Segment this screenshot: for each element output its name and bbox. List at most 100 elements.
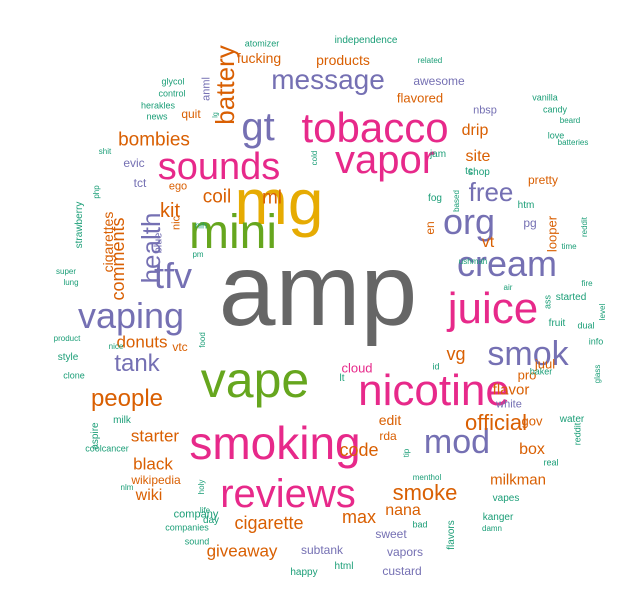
word-coolcancer: coolcancer <box>85 443 129 454</box>
word-gt: gt <box>241 105 275 149</box>
word-custard: custard <box>382 564 422 578</box>
word-level: level <box>598 303 607 321</box>
word-wikipedia: wikipedia <box>131 473 181 487</box>
word-quit: quit <box>181 107 201 121</box>
word-vtc: vtc <box>172 340 188 354</box>
word-mg: mg <box>234 166 324 238</box>
word-reviews: reviews <box>220 472 356 516</box>
word-tobacco: tobacco <box>301 104 449 151</box>
word-smok: smok <box>487 335 569 373</box>
word-real: real <box>543 457 559 468</box>
word-nana: nana <box>385 502 421 519</box>
word-atomizer: atomizer <box>244 38 280 49</box>
word-company: company <box>173 508 219 521</box>
word-cloud: cloud <box>341 360 373 376</box>
word-lg: lg <box>212 112 220 118</box>
word-fire: fire <box>581 279 593 288</box>
word-products: products <box>316 52 370 68</box>
word-mini: mini <box>188 206 278 259</box>
word-blue: blue <box>152 232 165 254</box>
word-air: air <box>503 283 513 292</box>
word-giveaway: giveaway <box>206 541 278 561</box>
word-sound: sound <box>184 536 210 547</box>
word-id: id <box>432 361 440 372</box>
word-damn: damn <box>481 524 503 533</box>
word-candy: candy <box>542 104 568 115</box>
word-html: html <box>334 561 354 572</box>
word-smoking: smoking <box>189 417 361 469</box>
word-amp: amp <box>218 233 418 347</box>
word-clone: clone <box>63 370 85 381</box>
word-code: code <box>339 440 379 460</box>
word-bombies: bombies <box>118 129 190 151</box>
word-ml: ml <box>261 187 283 209</box>
word-fucking: fucking <box>236 50 282 66</box>
word-juul: juul <box>534 356 556 372</box>
word-started: started <box>555 292 587 303</box>
word-control: control <box>158 88 186 99</box>
word-independence: independence <box>334 35 398 46</box>
word-fruit: fruit <box>548 318 566 329</box>
word-cigarette: cigarette <box>234 513 304 533</box>
word-super: super <box>55 267 77 276</box>
word-fog: fog <box>428 193 442 204</box>
word-info: info <box>588 336 604 347</box>
word-cigarettes: cigarettes <box>100 211 116 273</box>
word-ass: ass <box>542 294 553 310</box>
word-life: life <box>199 506 211 515</box>
word-lung: lung <box>63 278 79 287</box>
word-vt: vt <box>481 234 495 251</box>
word-strawberry: strawberry <box>74 201 85 249</box>
word-time: time <box>561 242 577 251</box>
word-sweet: sweet <box>375 527 407 541</box>
word-vanilla: vanilla <box>532 92 558 103</box>
word-donuts: donuts <box>116 332 168 352</box>
word-vape: vape <box>200 352 310 408</box>
word-nic: nic <box>170 215 183 231</box>
word-reddit2: reddit <box>580 216 589 238</box>
word-rda: rda <box>379 429 397 443</box>
word-nlm: nlm <box>120 483 134 492</box>
word-kit: kit <box>160 200 180 222</box>
word-news: news <box>146 111 168 122</box>
word-anml: anml <box>200 77 213 101</box>
word-max: max <box>341 507 377 527</box>
word-shop: shop <box>468 167 490 178</box>
word-flavors: flavors <box>446 520 457 550</box>
word-edit: edit <box>378 412 402 428</box>
word-mod: mod <box>423 423 491 461</box>
word-htm: htm <box>517 200 535 211</box>
word-vapes: vapes <box>492 493 520 504</box>
word-subtank: subtank <box>300 543 344 557</box>
word-vapor: vapor <box>334 138 436 182</box>
word-kanger: kanger <box>482 512 514 523</box>
word-product: product <box>53 334 81 343</box>
word-site: site <box>465 148 491 165</box>
word-en: en <box>423 221 437 235</box>
word-smoke: smoke <box>392 480 458 505</box>
word-menthol: menthol <box>412 473 442 482</box>
word-based: based <box>452 190 461 212</box>
word-pm: pm <box>192 250 204 259</box>
word-org: org <box>442 201 496 242</box>
word-tfv: tfv <box>153 255 193 296</box>
word-herakles: herakles <box>140 100 176 111</box>
word-white: white <box>496 398 522 411</box>
word-bad: bad <box>412 519 428 530</box>
word-php: php <box>92 185 101 199</box>
word-milkman: milkman <box>490 471 546 489</box>
word-shit: shit <box>98 147 112 156</box>
word-flavor: flavor <box>492 381 530 399</box>
word-sounds: sounds <box>157 146 281 188</box>
word-pretty: pretty <box>527 173 559 187</box>
word-milk: milk <box>113 415 131 426</box>
word-love: love <box>547 130 565 141</box>
word-flavored: flavored <box>396 90 444 106</box>
word-juice: juice <box>447 284 539 333</box>
word-black: black <box>133 454 173 474</box>
word-nice: nice <box>108 342 124 351</box>
word-official: official <box>465 410 527 435</box>
word-beard: beard <box>559 116 581 125</box>
word-happy: happy <box>290 567 318 578</box>
